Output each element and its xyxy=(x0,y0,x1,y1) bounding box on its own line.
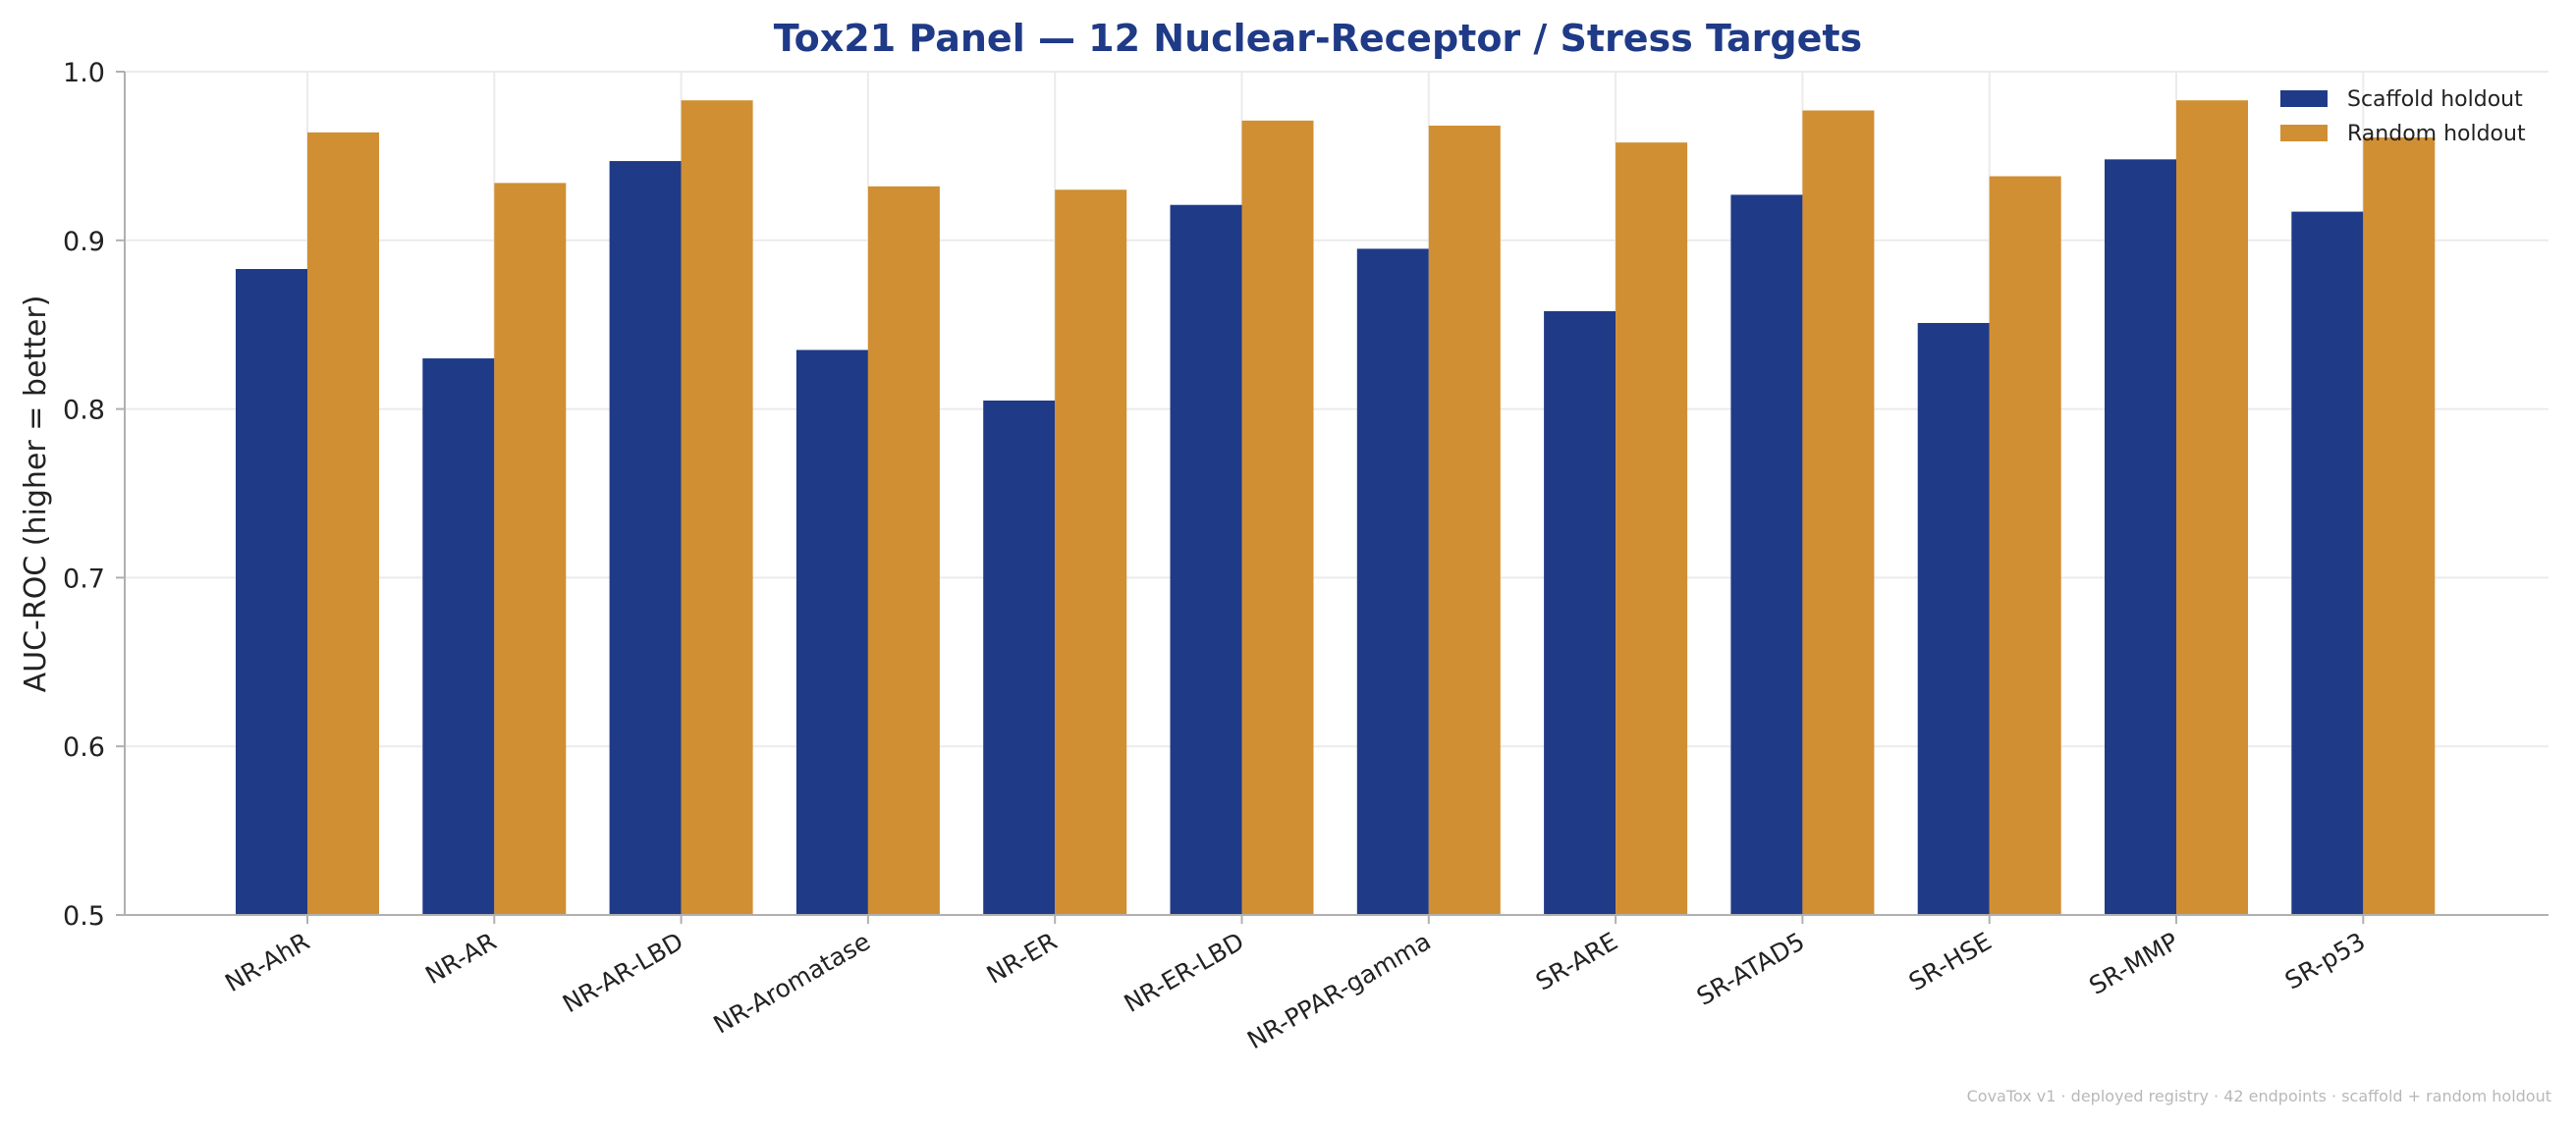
legend-swatch xyxy=(2280,125,2328,141)
bar-random-sr-mmp xyxy=(2176,100,2248,916)
bar-random-nr-er-lbd xyxy=(1241,120,1314,915)
bar-scaffold-sr-mmp xyxy=(2105,159,2176,915)
legend-label: Random holdout xyxy=(2347,122,2526,146)
y-tick-label: 0.5 xyxy=(63,901,105,932)
x-ticks: NR-AhR NR-AR NR-AR-LBD NR-Aromatase NR-ER NR-… xyxy=(220,915,2370,1054)
y-tick-label: 0.9 xyxy=(63,227,105,257)
bar-random-nr-aromatase xyxy=(867,186,940,916)
footer-note: CovaTox v1 · deployed registry · 42 endp… xyxy=(1967,1087,2551,1105)
bar-scaffold-sr-p53 xyxy=(2291,211,2364,915)
bar-scaffold-nr-aromatase xyxy=(795,349,868,916)
x-tick-label: NR-AR xyxy=(420,927,501,990)
x-tick-label: SR-MMP xyxy=(2084,927,2183,1000)
x-tick-label: NR-PPAR-gamma xyxy=(1242,927,1436,1054)
bar-scaffold-sr-hse xyxy=(1917,322,1990,915)
legend-label: Scaffold holdout xyxy=(2347,87,2523,112)
y-tick-label: 0.7 xyxy=(63,564,105,594)
bar-scaffold-nr-er-lbd xyxy=(1170,204,1242,916)
y-ticks: 0.5 0.6 0.7 0.8 0.9 1.0 xyxy=(63,58,125,932)
x-tick-label: NR-ER-LBD xyxy=(1120,927,1249,1018)
bar-scaffold-nr-ahr xyxy=(236,269,307,916)
y-tick-label: 1.0 xyxy=(63,58,105,88)
bar-random-nr-ahr xyxy=(307,132,379,915)
bar-random-sr-hse xyxy=(1989,176,2061,916)
legend: Scaffold holdout Random holdout xyxy=(2280,87,2526,146)
x-tick-label: SR-ARE xyxy=(1531,927,1622,996)
bar-random-sr-p53 xyxy=(2363,137,2436,915)
legend-swatch xyxy=(2280,90,2328,107)
x-tick-label: SR-HSE xyxy=(1904,927,1997,996)
y-tick-label: 0.8 xyxy=(63,396,105,426)
x-tick-label: NR-AhR xyxy=(220,927,314,997)
bar-random-nr-er xyxy=(1055,189,1127,915)
bar-random-sr-atad5 xyxy=(1802,110,1875,916)
x-tick-label: NR-ER xyxy=(982,927,1062,990)
bar-scaffold-nr-ppar-gamma xyxy=(1356,248,1429,915)
x-tick-label: NR-Aromatase xyxy=(709,927,875,1040)
chart-title: Tox21 Panel — 12 Nuclear-Receptor / Stre… xyxy=(774,17,1862,60)
bar-scaffold-nr-ar-lbd xyxy=(609,161,682,915)
y-tick-label: 0.6 xyxy=(63,732,105,763)
axes xyxy=(124,72,2549,916)
x-tick-label: SR-ATAD5 xyxy=(1692,927,1810,1011)
bar-scaffold-nr-ar xyxy=(422,358,495,915)
bar-random-sr-are xyxy=(1616,142,1688,915)
bar-scaffold-nr-er xyxy=(983,401,1056,915)
bars xyxy=(236,100,2436,916)
bar-scaffold-sr-are xyxy=(1544,310,1617,915)
bar-random-nr-ar-lbd xyxy=(681,100,753,916)
bar-random-nr-ppar-gamma xyxy=(1428,125,1501,915)
x-tick-label: NR-AR-LBD xyxy=(558,927,688,1018)
bar-scaffold-sr-atad5 xyxy=(1730,194,1803,915)
x-tick-label: SR-p53 xyxy=(2280,927,2371,995)
y-axis-label: AUC-ROC (higher = better) xyxy=(19,296,53,693)
bar-random-nr-ar xyxy=(494,183,567,915)
